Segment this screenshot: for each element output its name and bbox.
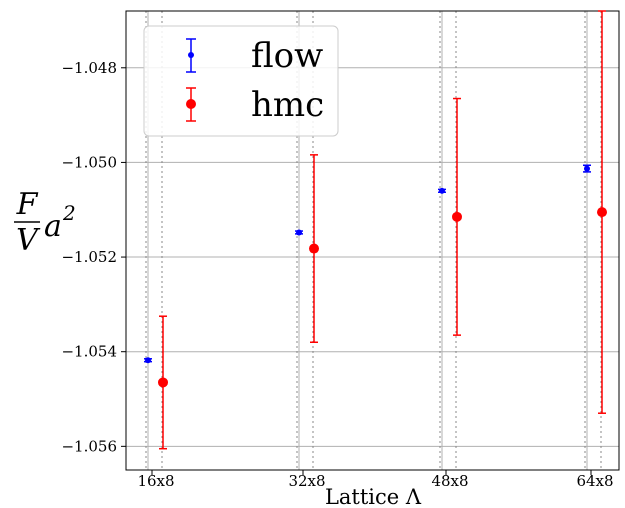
data-point: [158, 377, 168, 388]
y-axis-label: F V a 2: [14, 187, 76, 258]
legend: flow hmc: [143, 25, 339, 137]
x-tick-label: 48x8: [431, 472, 468, 490]
y-tick-label: −1.056: [61, 437, 117, 455]
y-label-numerator: F: [16, 187, 39, 222]
data-point: [145, 357, 151, 364]
x-tick-label: 32x8: [288, 472, 325, 490]
x-axis-label: Lattice Λ: [325, 485, 422, 508]
legend-marker-flow: [186, 38, 196, 73]
y-axis-ticks: −1.048 −1.050 −1.052 −1.054 −1.056: [61, 59, 126, 455]
legend-label-flow: flow: [251, 36, 323, 76]
data-marks: [144, 10, 607, 450]
horizontal-gridlines: [126, 67, 619, 447]
data-point: [452, 211, 462, 222]
errorbar-point-flow: [438, 187, 446, 194]
x-tick-label: 16x8: [137, 472, 174, 490]
x-tick-label: 64x8: [576, 472, 613, 490]
errorbar-point-flow: [144, 357, 152, 364]
errorbar-point-flow: [295, 229, 303, 236]
data-point: [439, 187, 445, 194]
y-tick-label: −1.052: [61, 248, 117, 266]
data-point: [584, 165, 590, 172]
errorbar-point-flow: [583, 164, 591, 173]
data-point: [296, 229, 302, 236]
errorbar-point-hmc: [452, 97, 462, 336]
y-tick-label: −1.050: [61, 153, 117, 171]
legend-label-hmc: hmc: [251, 85, 324, 125]
y-label-denominator: V: [16, 223, 41, 258]
y-tick-label: −1.048: [61, 59, 117, 77]
y-tick-label: −1.054: [61, 343, 117, 361]
y-label-factor: a: [44, 209, 62, 244]
errorbar-point-hmc: [158, 315, 168, 450]
errorbar-point-hmc: [309, 154, 319, 343]
x-axis-ticks: 16x8 32x8 48x8 64x8: [137, 470, 614, 490]
y-label-exponent: 2: [62, 201, 76, 225]
plot-frame: [125, 10, 620, 471]
data-point: [309, 243, 319, 254]
legend-marker-hmc: [186, 87, 196, 122]
errorbar-point-hmc: [597, 10, 607, 414]
data-point: [597, 207, 607, 218]
